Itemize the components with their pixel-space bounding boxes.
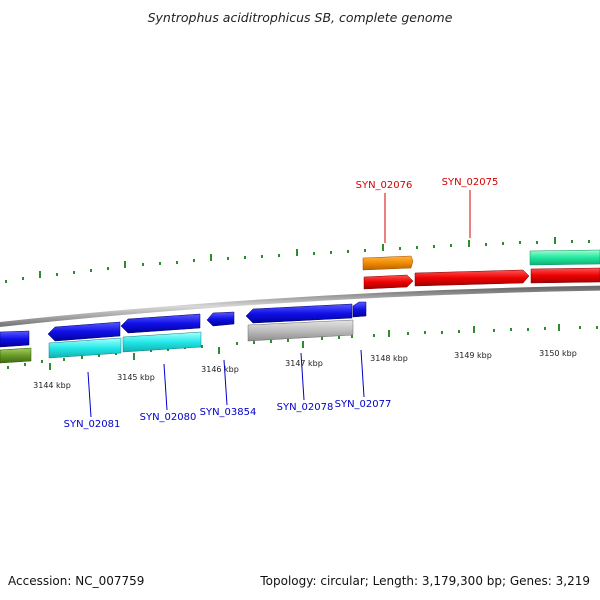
- scale-label: 3144 kbp: [33, 381, 71, 390]
- gene-box-syn-02080[interactable]: [122, 331, 202, 353]
- gene-label-syn-02077[interactable]: SYN_02077: [335, 399, 392, 410]
- leader-line-syn-02081: [87, 371, 92, 418]
- gene-label-syn-02081[interactable]: SYN_02081: [64, 419, 121, 430]
- gene-label-syn-02080[interactable]: SYN_02080: [140, 412, 197, 423]
- gene-arrow-teal-edge[interactable]: [529, 249, 600, 266]
- map-title: Syntrophus aciditrophicus SB, complete g…: [147, 10, 453, 25]
- gene-arrow-blue-edge[interactable]: [0, 330, 30, 348]
- gene-arrow-syn-02077[interactable]: [352, 301, 367, 318]
- leader-line-syn-02080: [163, 363, 168, 411]
- scale-label: 3148 kbp: [370, 354, 408, 363]
- genome-summary-text: Topology: circular; Length: 3,179,300 bp…: [260, 574, 590, 588]
- scale-label: 3145 kbp: [117, 373, 155, 382]
- reverse-gene-track: [0, 301, 367, 364]
- leader-line-syn-03854: [223, 359, 228, 406]
- scale-labels: 3144 kbp 3145 kbp 3146 kbp 3147 kbp 3148…: [33, 349, 577, 390]
- gene-arrow-syn-02076[interactable]: [363, 274, 414, 290]
- label-leader-lines: [87, 190, 471, 418]
- leader-line-syn-02077: [360, 349, 365, 398]
- forward-gene-track: [362, 249, 600, 290]
- genome-backbone: [0, 285, 600, 327]
- gene-arrow-syn-03854[interactable]: [206, 311, 235, 327]
- gene-label-syn-02075[interactable]: SYN_02075: [442, 177, 499, 188]
- scale-label: 3147 kbp: [285, 359, 323, 368]
- accession-text: Accession: NC_007759: [8, 574, 145, 588]
- gene-arrow-syn-02078[interactable]: [245, 303, 353, 324]
- gene-arrow-syn-02076-upper[interactable]: [362, 255, 414, 271]
- leader-line-syn-02078: [300, 352, 305, 401]
- scale-label: 3146 kbp: [201, 365, 239, 374]
- scale-label: 3149 kbp: [454, 351, 492, 360]
- gene-label-syn-02076[interactable]: SYN_02076: [356, 180, 413, 191]
- outer-tick-track: [5, 237, 590, 283]
- gene-arrow-syn-02075[interactable]: [414, 269, 530, 287]
- gene-box-syn-02078[interactable]: [247, 319, 354, 342]
- gene-box-syn-02081[interactable]: [48, 337, 122, 359]
- reverse-gene-labels: SYN_02081 SYN_02080 SYN_03854 SYN_02078 …: [64, 399, 392, 430]
- gene-arrow-green-edge[interactable]: [0, 347, 32, 364]
- gene-arrow-syn-02081[interactable]: [47, 321, 121, 342]
- gene-label-syn-03854[interactable]: SYN_03854: [200, 407, 257, 418]
- forward-gene-labels: SYN_02076 SYN_02075: [356, 177, 499, 191]
- gene-arrow-red-edge[interactable]: [530, 267, 600, 284]
- gene-arrow-syn-02080[interactable]: [120, 313, 201, 334]
- scale-label: 3150 kbp: [539, 349, 577, 358]
- gene-label-syn-02078[interactable]: SYN_02078: [277, 402, 334, 413]
